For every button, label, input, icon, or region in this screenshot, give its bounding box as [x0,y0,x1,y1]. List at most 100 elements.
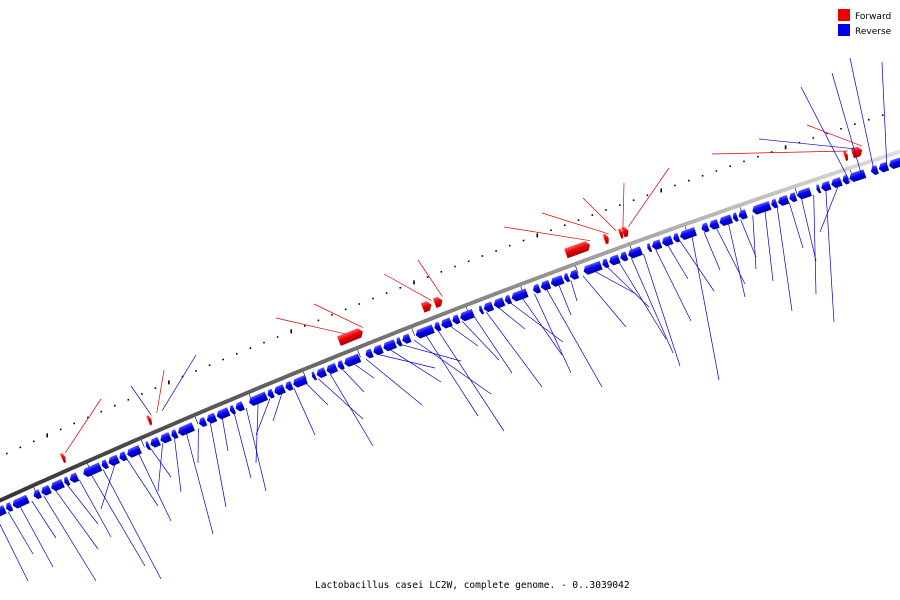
reverse-gene [267,388,275,399]
track-dot [840,128,842,130]
forward-gene [337,328,363,346]
track-dot [743,160,745,163]
label-leader-line [788,202,804,249]
forward-gene [420,301,432,313]
reverse-gene-arrow [326,362,339,375]
forward-gene-arrow [337,328,363,346]
track-dot [358,303,361,305]
label-leader-line [255,398,271,436]
reverse-gene [441,317,453,329]
reverse-gene [540,279,552,291]
reverse-gene-arrow [701,222,710,233]
label-leader-line [570,280,578,302]
track-dot [467,260,470,263]
label-leader-line [317,378,364,420]
reverse-gene [12,494,30,509]
reverse-gene [51,478,65,492]
label-leader-line [752,215,757,270]
reverse-gene-arrow [285,380,294,391]
reverse-gene [171,429,179,439]
reverse-gene [160,432,172,444]
legend-reverse-label: Reverse [855,27,892,37]
label-leader-line [43,495,97,582]
reverse-gene-arrow [249,391,269,406]
reverse-gene [373,344,384,356]
label-leader-line [510,302,564,343]
label-leader-line [383,273,432,301]
reverse-gene [652,239,663,250]
track-dot [798,141,801,144]
forward-track-guide [6,114,884,455]
forward-genes [59,146,863,463]
forward-gene-arrow [420,301,432,313]
label-leaders [0,57,888,582]
label-leader-line [377,354,436,369]
reverse-gene [816,184,822,194]
reverse-gene-arrow [344,353,362,367]
track-dot [605,209,607,211]
label-leader-line [7,511,34,555]
reverse-gene [69,472,80,483]
reverse-gene-arrow [870,165,879,176]
genome-caption: Lactobacillus casei LC2W, complete genom… [315,580,630,591]
reverse-gene-arrow [771,198,779,209]
reverse-gene-arrow [889,157,900,170]
reverse-gene-arrow [6,502,14,512]
reverse-gene [738,209,748,220]
reverse-gene-arrow [505,294,513,305]
label-leader-line [245,408,267,492]
forward-gene-arrow [59,452,66,463]
label-leader-line [461,321,500,361]
reverse-gene [235,401,245,412]
label-leader-line [233,413,252,479]
reverse-gene-arrow [628,246,643,259]
track-dot [222,358,224,361]
track-dot [564,224,566,226]
label-leader-line [275,317,347,335]
track-dot [73,422,75,425]
reverse-gene-arrow [662,235,674,247]
reverse-gene-arrow [680,227,697,240]
reverse-gene [119,451,128,462]
track-dot [440,271,443,273]
label-leader-line [365,358,423,406]
label-leader-line [272,393,283,422]
kbp-tick-mark [303,371,307,380]
label-leader-line [679,240,715,292]
reverse-gene [396,337,403,347]
reverse-gene [101,459,109,470]
reverse-gene-arrow [12,494,30,509]
reverse-gene [383,339,398,352]
reverse-gene [709,219,720,230]
genome-axis-line [0,149,900,503]
reverse-gene-arrow [267,388,275,399]
label-leader-line [558,284,572,316]
reverse-gene-arrow [752,201,772,215]
reverse-gene [628,246,643,259]
reverse-gene [752,201,772,215]
label-leader-line [174,438,182,493]
reverse-gene [460,308,475,322]
reverse-gene [145,441,152,451]
track-dot [114,404,116,407]
label-leader-line [449,325,479,347]
reverse-gene-arrow [511,288,529,302]
forward-gene-arrow [146,415,153,426]
reverse-gene [326,362,339,375]
reverse-gene-arrow [119,451,128,462]
track-dot [632,199,635,201]
reverse-gene [344,353,362,367]
forward-gene-arrow [850,146,863,159]
forward-gene-arrow [621,226,629,238]
reverse-gene-arrow [316,367,328,379]
track-dot [826,132,828,135]
reverse-gene-arrow [460,308,475,322]
reverse-gene-arrow [821,180,832,192]
forward-gene [602,233,609,245]
reverse-gene-arrow [337,360,345,370]
label-leader-line [313,303,363,328]
label-leader-line [157,443,163,492]
reverse-gene [6,502,14,512]
reverse-gene-arrow [434,321,442,332]
track-dot [757,155,759,158]
